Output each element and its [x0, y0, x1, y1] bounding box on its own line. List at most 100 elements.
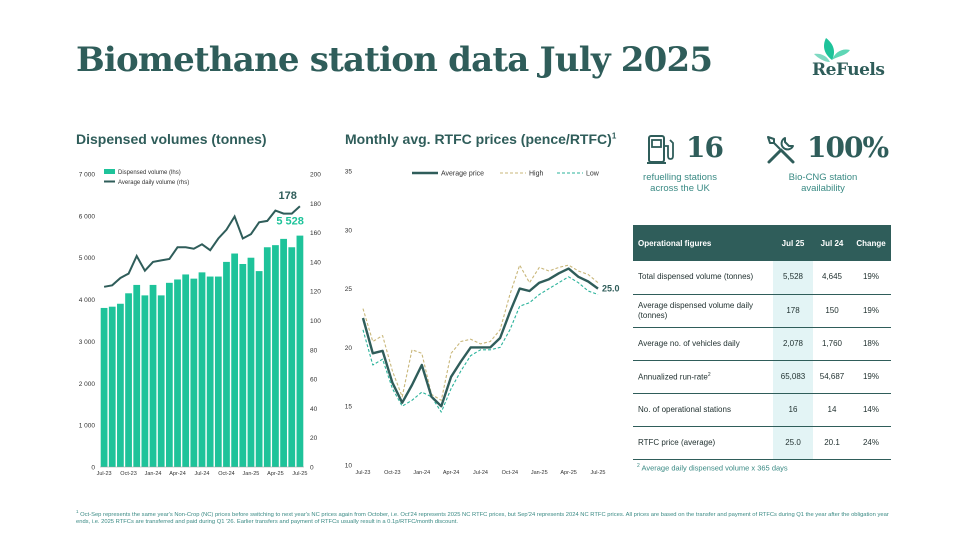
header-change: Change [851, 225, 891, 261]
table-header-row: Operational figures Jul 25 Jul 24 Change [633, 225, 891, 261]
bar [108, 306, 116, 467]
row-jul24-text: 54,687 [819, 371, 845, 381]
row-label-text: No. of operational stations [638, 404, 731, 414]
row-change-text: 19% [862, 371, 879, 381]
y-left-tick-label: 5 000 [79, 255, 96, 262]
bar [263, 247, 271, 467]
x-tick-label: Apr-24 [443, 470, 460, 476]
bar [255, 271, 263, 467]
volumes-chart: 0 1 000 2 000 3 000 4 000 5 000 6 000 7 000 0 20 4… [79, 169, 321, 477]
bar [231, 253, 239, 467]
row-label: Total dispensed volume (tonnes) [633, 261, 773, 295]
footnote: 1 Oct-Sep represents the same year's Non… [76, 508, 896, 526]
table-row: No. of operational stations 16 14 14% [633, 393, 891, 427]
legend-bar-label: Dispensed volume (lhs) [118, 170, 181, 176]
y-right-tick-label: 140 [310, 259, 321, 266]
x-tick-label: Jan-25 [531, 470, 548, 476]
row-jul24: 54,687 [813, 360, 851, 394]
x-tick-label: Jul-25 [591, 470, 606, 476]
rtfc-title-sup: 1 [611, 131, 617, 141]
y-tick-label: 25 [345, 286, 353, 293]
bar [247, 257, 255, 467]
footnote-text: Oct-Sep represents the same year's Non-C… [76, 511, 889, 525]
legend-bar-swatch [104, 169, 115, 174]
x-tick-label: Oct-23 [384, 470, 401, 476]
row-jul24-text: 150 [825, 305, 839, 315]
row-jul25: 16 [773, 393, 813, 427]
table-row: RTFC price (average) 25.0 20.1 24% [633, 426, 891, 460]
header-operational-figures: Operational figures [633, 225, 773, 261]
y-left-tick-label: 6 000 [79, 213, 96, 220]
row-jul24-text: 20.1 [824, 437, 840, 447]
y-tick-label: 15 [345, 404, 353, 411]
y-right-tick-label: 100 [310, 318, 321, 325]
x-tick-label: Oct-24 [502, 470, 519, 476]
bar [174, 279, 181, 467]
bar [117, 303, 124, 467]
row-jul25: 25.0 [773, 426, 813, 460]
bar [133, 284, 141, 467]
row-change: 19% [851, 261, 891, 295]
legend-avg-label: Average price [441, 171, 484, 178]
row-change-text: 19% [862, 305, 879, 315]
page-title: Biomethane station data July 2025 [76, 40, 713, 80]
row-jul25-text: 2,078 [782, 338, 804, 348]
kpi-availability-label: Bio-CNG station availability [788, 172, 858, 194]
x-tick-label: Jul-23 [97, 471, 112, 477]
legend-high-label: High [529, 171, 544, 178]
y-right-tick-label: 200 [310, 172, 321, 179]
y-right-tick-label: 80 [310, 347, 318, 354]
row-jul25: 178 [773, 294, 813, 328]
bar [165, 282, 173, 467]
rtfc-section-title: Monthly avg. RTFC prices (pence/RTFC)1 [345, 131, 616, 147]
bar [223, 261, 230, 467]
row-jul25: 65,083 [773, 360, 813, 394]
high-price-line [362, 264, 599, 401]
x-tick-label: Jan-25 [243, 471, 260, 477]
row-jul25-text: 25.0 [785, 437, 801, 447]
y-tick-label: 10 [345, 463, 353, 470]
y-tick-label: 35 [345, 169, 353, 176]
bar [288, 247, 296, 467]
row-label-text: RTFC price (average) [638, 437, 716, 447]
x-tick-label: Jul-25 [292, 471, 307, 477]
x-tick-label: Apr-25 [267, 471, 284, 477]
row-label-text: Average no. of vehicles daily [638, 338, 740, 348]
row-jul25: 5,528 [773, 261, 813, 295]
bar [198, 272, 206, 467]
operational-figures-table: Operational figures Jul 25 Jul 24 Change… [633, 225, 891, 460]
rtfc-title-text: Monthly avg. RTFC prices (pence/RTFC) [345, 131, 612, 147]
bar [182, 274, 190, 467]
legend-line-label: Average daily volume (rhs) [118, 180, 189, 186]
y-left-tick-label: 4 000 [79, 297, 96, 304]
row-jul24-text: 1,760 [821, 338, 843, 348]
row-label-text: Total dispensed volume (tonnes) [638, 272, 754, 282]
header-jul24: Jul 24 [813, 225, 851, 261]
row-change-text: 19% [862, 272, 879, 282]
y-left-tick-label: 3 000 [79, 339, 96, 346]
x-tick-label: Jul-24 [195, 471, 210, 477]
bar [280, 238, 287, 467]
row-change-text: 24% [862, 437, 879, 447]
row-jul25: 2,078 [773, 327, 813, 361]
row-label: RTFC price (average) [633, 426, 773, 460]
low-price-line [362, 276, 599, 413]
x-tick-label: Apr-24 [169, 471, 186, 477]
row-change: 18% [851, 327, 891, 361]
table-note-sup: 2 [637, 463, 640, 469]
legend-low-label: Low [586, 171, 600, 178]
y-tick-label: 30 [345, 227, 353, 234]
row-label: No. of operational stations [633, 393, 773, 427]
row-change: 24% [851, 426, 891, 460]
row-jul24: 1,760 [813, 327, 851, 361]
kpi-stations-label: refuelling stations across the UK [643, 172, 717, 194]
y-right-tick-label: 20 [310, 435, 318, 442]
row-jul25-text: 178 [786, 305, 800, 315]
row-jul24-text: 4,645 [821, 272, 843, 282]
y-tick-label: 20 [345, 345, 353, 352]
bar [214, 276, 222, 467]
y-right-tick-label: 40 [310, 406, 318, 413]
last-bar-value-label: 5 528 [276, 216, 304, 228]
bar [149, 284, 157, 467]
bar [125, 293, 132, 467]
